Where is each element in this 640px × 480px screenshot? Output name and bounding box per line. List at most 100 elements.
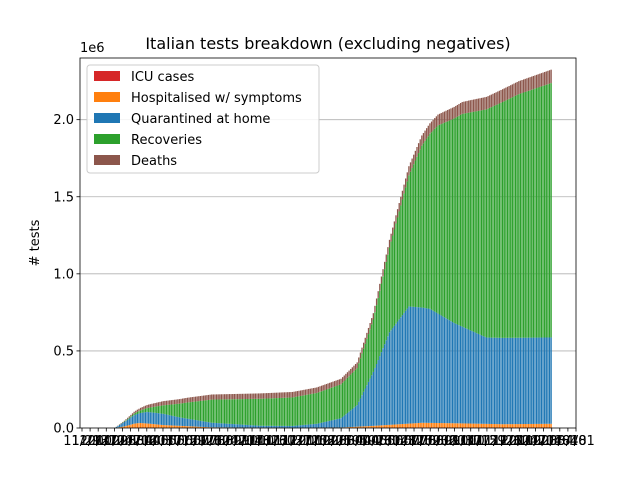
bar-segment bbox=[471, 99, 473, 113]
bar-segment bbox=[299, 395, 302, 426]
bar-segment bbox=[463, 101, 465, 114]
bar-segment bbox=[335, 419, 337, 428]
bar-segment bbox=[287, 425, 289, 428]
bar-segment bbox=[508, 337, 510, 425]
bar-segment bbox=[152, 412, 155, 425]
bar-segment bbox=[395, 424, 397, 428]
bar-segment bbox=[445, 318, 447, 424]
bar-segment bbox=[287, 392, 289, 398]
bar-segment bbox=[477, 110, 480, 334]
bar-segment bbox=[180, 398, 182, 404]
bar-segment bbox=[505, 424, 507, 428]
bar-segment bbox=[156, 402, 158, 407]
bar-segment bbox=[369, 323, 371, 330]
bar-segment bbox=[498, 103, 501, 338]
bar-segment bbox=[251, 425, 253, 428]
bar-segment bbox=[392, 328, 394, 425]
bar-segment bbox=[448, 423, 450, 428]
bar-segment bbox=[484, 109, 486, 337]
bar-segment bbox=[422, 307, 425, 423]
bar-segment bbox=[366, 338, 368, 386]
bar-segment bbox=[464, 101, 467, 114]
bar-segment bbox=[382, 269, 384, 277]
bar-segment bbox=[480, 423, 483, 428]
bar-segment bbox=[324, 390, 326, 422]
bar-segment bbox=[133, 415, 135, 424]
bar-segment bbox=[291, 425, 294, 428]
bar-segment bbox=[466, 112, 468, 329]
bar-segment bbox=[371, 318, 373, 325]
bar-segment bbox=[387, 424, 389, 428]
bar-segment bbox=[487, 423, 489, 428]
bar-segment bbox=[398, 319, 400, 425]
bar-segment bbox=[500, 337, 502, 425]
bar-segment bbox=[293, 397, 295, 426]
bar-segment bbox=[484, 336, 486, 424]
bar-segment bbox=[474, 99, 476, 112]
bar-segment bbox=[127, 419, 129, 426]
bar-segment bbox=[183, 418, 185, 427]
bar-segment bbox=[514, 337, 517, 425]
x-tick-label: 05/01 bbox=[152, 434, 189, 449]
bar-segment bbox=[353, 426, 355, 428]
bar-segment bbox=[414, 150, 417, 161]
bar-segment bbox=[345, 427, 347, 428]
bar-segment bbox=[539, 73, 541, 87]
bar-segment bbox=[243, 399, 245, 425]
bar-segment bbox=[122, 426, 124, 428]
bar-segment bbox=[280, 425, 282, 428]
bar-segment bbox=[201, 421, 203, 427]
bar-segment bbox=[384, 261, 386, 270]
bar-segment bbox=[535, 74, 538, 89]
bar-segment bbox=[288, 392, 290, 398]
bar-segment bbox=[228, 399, 231, 424]
bar-segment bbox=[240, 399, 242, 425]
bar-segment bbox=[435, 127, 438, 313]
bar-segment bbox=[225, 423, 227, 428]
bar-segment bbox=[372, 313, 374, 320]
bar-segment bbox=[537, 337, 539, 424]
bar-segment bbox=[253, 398, 255, 426]
bar-segment bbox=[351, 367, 353, 373]
bar-segment bbox=[227, 394, 229, 400]
bar-segment bbox=[353, 365, 355, 372]
bar-segment bbox=[181, 417, 184, 426]
bar-segment bbox=[434, 422, 436, 428]
bar-segment bbox=[211, 394, 213, 400]
bar-segment bbox=[545, 84, 547, 338]
bar-segment bbox=[162, 405, 164, 414]
bar-segment bbox=[432, 119, 434, 131]
bar-segment bbox=[508, 98, 510, 338]
bar-segment bbox=[453, 118, 455, 324]
bar-segment bbox=[379, 283, 381, 291]
x-tick-label: 09/03 bbox=[436, 434, 473, 449]
bar-segment bbox=[390, 330, 392, 425]
bar-segment bbox=[285, 392, 287, 398]
bar-segment bbox=[248, 425, 250, 428]
bar-segment bbox=[319, 423, 321, 428]
bar-segment bbox=[421, 135, 423, 146]
bar-segment bbox=[429, 123, 431, 134]
bar-segment bbox=[219, 423, 221, 428]
bar-segment bbox=[173, 399, 176, 405]
bar-segment bbox=[385, 261, 387, 341]
bar-segment bbox=[257, 425, 260, 428]
bar-segment bbox=[456, 116, 459, 325]
x-tick-label: 05/28 bbox=[379, 434, 416, 449]
y-tick-label: 0.5 bbox=[53, 344, 74, 359]
x-tick-label: 04/03 bbox=[136, 434, 173, 449]
bar-segment bbox=[214, 394, 216, 400]
bar-segment bbox=[445, 423, 447, 428]
x-tick-label: 03/06 bbox=[120, 434, 157, 449]
x-tick-label: 05/15 bbox=[160, 434, 197, 449]
bar-segment bbox=[409, 423, 412, 428]
bar-segment bbox=[283, 392, 286, 398]
bar-segment bbox=[409, 306, 412, 424]
bar-segment bbox=[194, 401, 197, 421]
bar-segment bbox=[157, 413, 160, 425]
bar-segment bbox=[238, 424, 240, 428]
bar-segment bbox=[149, 412, 151, 424]
bar-segment bbox=[353, 407, 355, 427]
bar-segment bbox=[459, 325, 462, 424]
bar-segment bbox=[190, 397, 192, 403]
